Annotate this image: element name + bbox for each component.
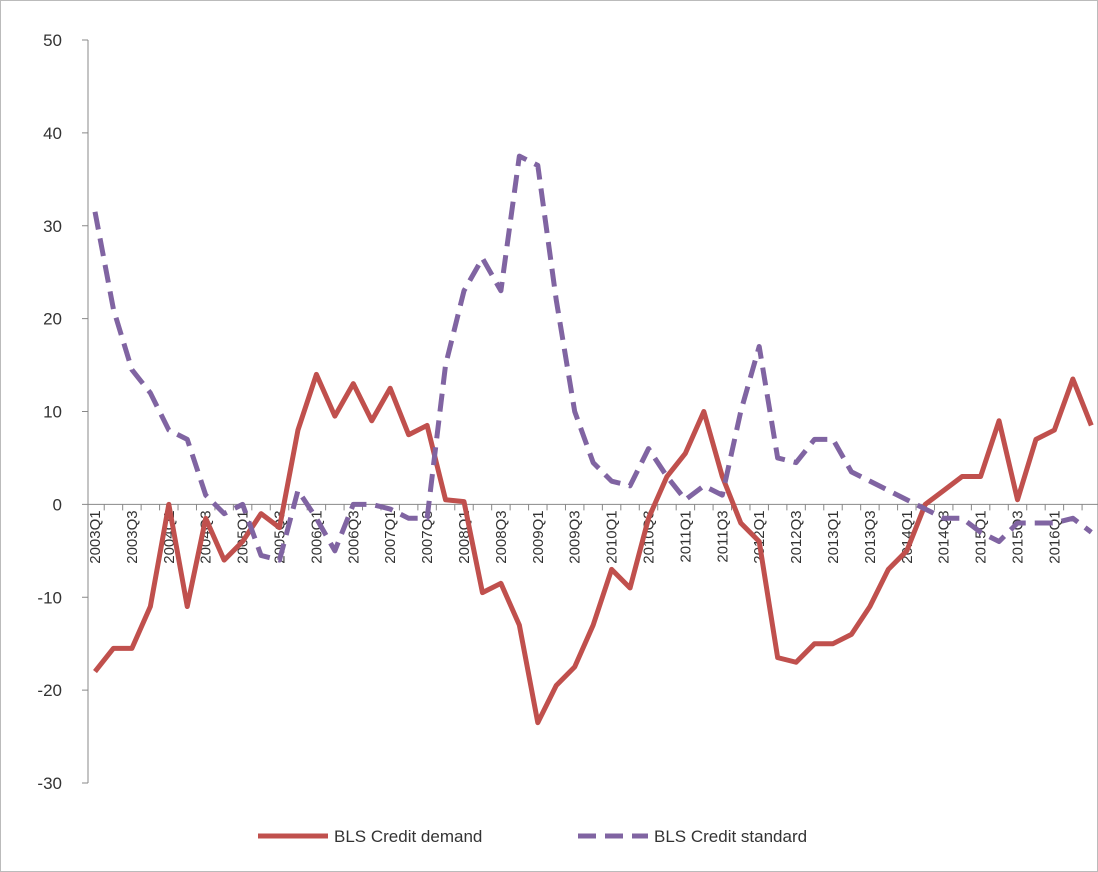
- x-tick-label: 2016Q1: [1046, 510, 1063, 563]
- y-tick-label: 50: [43, 31, 62, 50]
- y-tick-label: -10: [37, 588, 62, 607]
- x-tick-label: 2013Q3: [862, 510, 879, 563]
- y-tick-label: -20: [37, 681, 62, 700]
- x-tick-label: 2007Q1: [382, 510, 399, 563]
- y-tick-label: 20: [43, 310, 62, 329]
- y-tick-label: -30: [37, 774, 62, 793]
- x-tick-label: 2006Q3: [345, 510, 362, 563]
- x-tick-label: 2007Q3: [419, 510, 436, 563]
- x-tick-label: 2009Q1: [530, 510, 547, 563]
- x-tick-label: 2006Q1: [308, 510, 325, 563]
- x-tick-label: 2012Q1: [751, 510, 768, 563]
- y-tick-label: 10: [43, 403, 62, 422]
- series-line: [93, 371, 1094, 726]
- x-tick-label: 2010Q1: [604, 510, 621, 563]
- legend-label: BLS Credit standard: [654, 827, 807, 846]
- series-line: [92, 153, 1093, 563]
- x-tick-label: 2015Q1: [973, 510, 990, 563]
- x-tick-label: 2008Q3: [493, 510, 510, 563]
- y-tick-label: 30: [43, 217, 62, 236]
- x-tick-label: 2012Q3: [788, 510, 805, 563]
- legend-label: BLS Credit demand: [334, 827, 482, 846]
- x-tick-label: 2009Q3: [567, 510, 584, 563]
- y-tick-label: 40: [43, 124, 62, 143]
- x-tick-label: 2003Q3: [124, 510, 141, 563]
- x-tick-label: 2014Q1: [899, 510, 916, 563]
- x-tick-label: 2013Q1: [825, 510, 842, 563]
- x-tick-label: 2015Q3: [1010, 510, 1027, 563]
- x-tick-label: 2011Q1: [677, 510, 694, 562]
- x-tick-label: 2003Q1: [87, 510, 104, 563]
- y-tick-label: 0: [53, 495, 62, 514]
- x-tick-label: 2011Q3: [714, 510, 731, 562]
- x-tick-label: 2014Q3: [936, 510, 953, 563]
